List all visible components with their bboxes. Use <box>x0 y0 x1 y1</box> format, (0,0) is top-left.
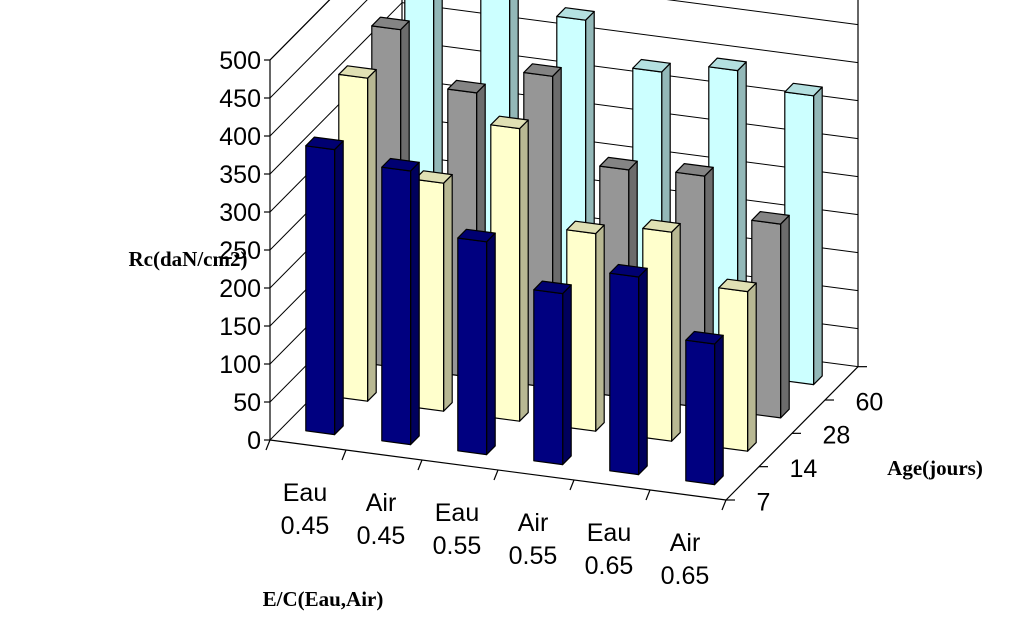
bar <box>609 263 648 476</box>
depth-tick-label: 28 <box>823 422 851 450</box>
y-tick-label: 200 <box>219 275 261 303</box>
bar <box>685 330 724 486</box>
depth-tick-label: 7 <box>757 488 771 516</box>
bars <box>305 0 823 486</box>
x-tick-label: Air 0.45 <box>357 489 406 550</box>
bar <box>457 228 496 456</box>
y-tick-label: 250 <box>219 237 261 265</box>
y-tick-label: 450 <box>219 85 261 113</box>
bar <box>533 280 572 466</box>
x-tick-label: Eau 0.65 <box>585 519 634 580</box>
axis-line <box>269 0 331 61</box>
y-tick-label: 400 <box>219 123 261 151</box>
bar <box>784 82 823 386</box>
bar <box>305 136 344 436</box>
bar <box>718 278 757 452</box>
y-tick-label: 100 <box>219 351 261 379</box>
x-tick-mark <box>721 499 727 511</box>
x-tick-mark <box>645 489 651 501</box>
back-gridline <box>401 2 859 64</box>
x-tick-mark <box>417 459 423 471</box>
bar <box>751 211 790 419</box>
y-tick-label: 350 <box>219 161 261 189</box>
bar <box>566 220 605 432</box>
depth-tick-label: 14 <box>790 455 818 483</box>
bar <box>414 170 453 412</box>
x-tick-label: Eau 0.45 <box>281 479 330 540</box>
bar <box>338 65 377 402</box>
x-axis-title: E/C(Eau,Air) <box>263 587 384 611</box>
side-gridline <box>269 0 368 99</box>
y-tick-label: 50 <box>233 389 261 417</box>
x-tick-mark <box>341 449 347 461</box>
y-axis-ticks: 0 50 100 150 200 250 300 350 400 450 500 <box>219 47 270 455</box>
back-gridline <box>401 40 859 102</box>
x-tick-label: Eau 0.55 <box>433 499 482 560</box>
depth-axis-title: Age(jours) <box>887 456 983 480</box>
bar <box>642 219 681 442</box>
y-tick-label: 300 <box>219 199 261 227</box>
bar <box>381 157 420 446</box>
back-gridline <box>666 0 859 26</box>
depth-tick-label: 60 <box>856 388 884 416</box>
x-tick-label: Air 0.55 <box>509 509 558 570</box>
y-tick-label: 150 <box>219 313 261 341</box>
x-tick-label: Air 0.65 <box>661 529 710 590</box>
y-axis-title: Rc(daN/cm2) <box>129 247 248 271</box>
x-tick-mark <box>265 439 271 451</box>
x-axis-ticks: Eau 0.45 Air 0.45 Eau 0.55 Air 0.55 Eau 0.65 Air 0.… <box>265 439 727 590</box>
y-tick-label: 0 <box>247 427 261 455</box>
x-tick-mark <box>493 469 499 481</box>
bar <box>490 115 529 422</box>
x-tick-mark <box>569 479 575 491</box>
y-tick-label: 500 <box>219 47 261 75</box>
